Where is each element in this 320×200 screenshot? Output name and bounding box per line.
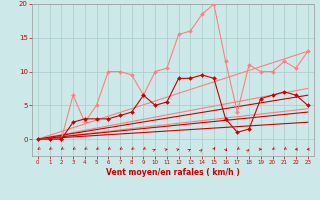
X-axis label: Vent moyen/en rafales ( km/h ): Vent moyen/en rafales ( km/h ) xyxy=(106,168,240,177)
